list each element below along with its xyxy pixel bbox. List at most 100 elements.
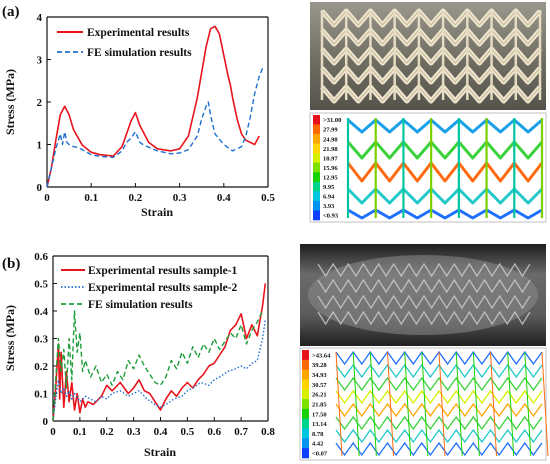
colorbar-b-value: 39.28 <box>312 362 327 369</box>
colorbar-b-value: 34.93 <box>312 372 327 379</box>
chart-b-y-tick-label: 0.4 <box>34 306 48 318</box>
photo-b-lattice-row <box>317 310 531 326</box>
photo-b-lattice-row <box>317 294 531 310</box>
contour-a-beam-row <box>346 161 544 183</box>
colorbar-a-swatch <box>313 153 320 164</box>
chart-b-x-tick-label: 0.7 <box>234 426 248 438</box>
colorbar-b: >43.64 39.28 34.93 30.57 26.21 21.85 17.50 13.1… <box>302 350 331 459</box>
colorbar-b-swatch <box>302 448 309 459</box>
contour-b-beam-column <box>524 351 532 457</box>
contour-a-beam-row <box>346 187 544 205</box>
chart-b-y-label: Stress (MPa) <box>3 305 17 371</box>
chart-b-x-tick-label: 0.5 <box>181 426 195 438</box>
contour-b-beam-column <box>335 351 343 457</box>
chart-a-axes <box>46 16 269 188</box>
panel-label-a: (a) <box>2 4 20 20</box>
chart-a-series-1 <box>46 25 260 188</box>
contour-b-beam-row <box>335 363 543 379</box>
chart-b-y-tick-label: 0 <box>43 416 49 428</box>
contour-b-lattice <box>335 350 549 457</box>
colorbar-a: >31.00 27.99 24.98 21.98 18.97 15.96 12.95 9.95… <box>313 115 341 221</box>
chart-b-y-tick-label: 0.5 <box>34 279 48 291</box>
contour-b-beam-row <box>335 415 543 431</box>
colorbar-b-swatch <box>302 438 309 449</box>
chart-b-x-tick-label: 0.1 <box>73 426 87 438</box>
chart-a-y-label: Stress (MPa) <box>3 69 17 135</box>
colorbar-b-swatch <box>302 428 309 439</box>
contour-b-beam-row <box>335 441 543 457</box>
colorbar-b-swatch <box>302 379 309 390</box>
contour-b-beam-column <box>421 351 429 457</box>
colorbar-a-swatch <box>313 115 320 125</box>
contour-a-lattice <box>346 118 544 220</box>
colorbar-b-value: 30.57 <box>312 382 327 389</box>
panel-label-b: (b) <box>2 256 20 272</box>
chart-b-x-ticks: 0 0.1 0.2 0.3 0.4 0.5 0.6 0.7 0.8 <box>50 417 275 438</box>
colorbar-b-swatch <box>302 399 309 410</box>
colorbar-a-swatch <box>313 200 320 211</box>
chart-a-x-tick-label: 0.4 <box>217 192 231 204</box>
colorbar-a-value: 15.96 <box>323 165 338 172</box>
contour-a-beam-row <box>347 118 543 134</box>
chart-a-x-tick-label: 0.1 <box>84 192 98 204</box>
chart-b-y-tick-label: 0.6 <box>34 251 48 263</box>
chart-a-series-2 <box>46 65 265 188</box>
chart-a-y-tick-label: 0 <box>37 182 43 194</box>
contour-b-beam-row <box>335 402 543 418</box>
colorbar-a-swatch <box>313 191 320 202</box>
contour-b-beam-column <box>472 351 480 457</box>
colorbar-b-swatch <box>302 389 309 400</box>
chart-b: (b) 0 0.1 0.2 0.3 0.4 0.5 0.6 0.7 0.8 0 0.1 0.2 0.3… <box>2 251 275 459</box>
colorbar-b-swatch <box>302 350 309 361</box>
contour-b-beam-column <box>369 351 377 457</box>
colorbar-a-value: <0.93 <box>323 213 339 220</box>
chart-b-x-tick-label: 0.4 <box>154 426 168 438</box>
chart-a-y-tick-label: 2 <box>37 97 43 109</box>
chart-b-y-tick-label: 0.2 <box>34 361 48 373</box>
photo-b-lattice-row <box>317 278 531 294</box>
chart-a-x-ticks: 0 0.1 0.2 0.3 0.4 0.5 <box>44 183 275 204</box>
contour-b-beam-column <box>404 351 412 457</box>
colorbar-b-value: 21.85 <box>312 401 327 408</box>
colorbar-b-swatch <box>302 359 309 370</box>
photo-a-lattice-edge <box>321 67 541 83</box>
chart-a-x-tick-label: 0 <box>44 192 50 204</box>
colorbar-b-value: >43.64 <box>312 352 331 359</box>
chart-a-legend: Experimental results FE simulation resul… <box>57 27 192 59</box>
contour-b-beam-column <box>455 351 463 457</box>
chart-b-y-tick-label: 0.1 <box>34 389 48 401</box>
legend-a-label-fe: FE simulation results <box>87 47 192 59</box>
chart-b-x-tick-label: 0.8 <box>261 426 275 438</box>
colorbar-a-value: 24.98 <box>323 136 338 143</box>
contour-b-beam-column <box>541 351 549 457</box>
colorbar-a-value: 18.97 <box>323 155 338 162</box>
photo-a <box>310 2 546 110</box>
colorbar-a-value: 27.99 <box>323 127 338 134</box>
colorbar-b-value: 26.21 <box>312 392 327 399</box>
colorbar-b-value: 4.42 <box>312 441 323 448</box>
colorbar-a-swatch <box>313 210 320 221</box>
chart-a-x-label: Strain <box>141 205 173 219</box>
chart-a: (a) 0 0.1 0.2 0.3 0.4 0.5 0 1 2 3 4 Strain Stress… <box>2 4 275 219</box>
colorbar-b-value: 13.14 <box>312 421 327 428</box>
contour-b-beam-column <box>352 351 360 457</box>
photo-b <box>300 244 546 346</box>
legend-b-label-sample-1: Experimental results sample-1 <box>88 265 238 277</box>
chart-a-y-tick-label: 1 <box>37 140 43 152</box>
chart-b-x-tick-label: 0.2 <box>100 426 114 438</box>
colorbar-a-value: 21.98 <box>323 146 338 153</box>
legend-b-label-sample-2: Experimental results sample-2 <box>88 282 238 294</box>
chart-a-y-ticks: 0 1 2 3 4 <box>37 12 51 194</box>
colorbar-a-swatch <box>313 134 320 144</box>
photo-a-lattice-edge <box>321 86 541 102</box>
chart-b-series <box>52 283 267 422</box>
photo-a-lattice <box>320 8 542 104</box>
contour-b-beam-column <box>438 351 446 457</box>
chart-a-y-tick-label: 3 <box>37 55 43 67</box>
colorbar-a-value: 9.95 <box>323 184 335 191</box>
chart-b-series-1 <box>52 283 267 422</box>
colorbar-a-value: 6.94 <box>323 194 335 201</box>
photo-a-lattice-edge <box>321 48 541 64</box>
colorbar-b-value: 8.78 <box>312 431 324 438</box>
